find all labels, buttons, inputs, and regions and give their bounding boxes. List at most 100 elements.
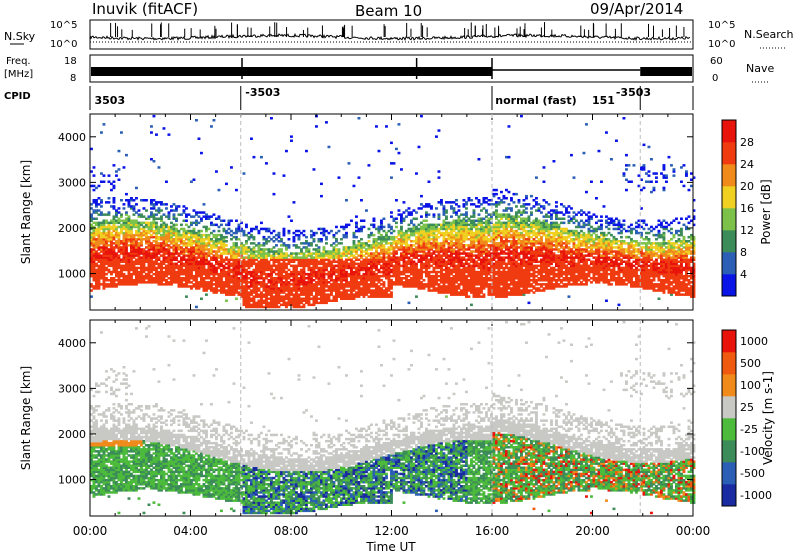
heatmap-cell [150, 227, 153, 231]
heatmap-cell [450, 231, 453, 235]
heatmap-cell [445, 281, 448, 284]
heatmap-cell [235, 283, 238, 286]
heatmap-cell [227, 289, 231, 292]
heatmap-cell [147, 266, 151, 270]
heatmap-cell [305, 149, 308, 153]
heatmap-cell [390, 248, 393, 251]
heatmap-cell [347, 266, 351, 270]
heatmap-cell [325, 235, 328, 239]
heatmap-cell [455, 240, 458, 243]
heatmap-cell [435, 207, 438, 210]
heatmap-cell [432, 252, 436, 255]
heatmap-cell [222, 291, 226, 294]
heatmap-cell [322, 252, 326, 255]
heatmap-cell [172, 272, 176, 276]
heatmap-cell [367, 260, 371, 263]
heatmap-cell [392, 162, 396, 165]
heatmap-cell [390, 231, 393, 235]
heatmap-cell [492, 211, 496, 214]
heatmap-cell [197, 235, 201, 239]
heatmap-cell [115, 213, 118, 216]
heatmap-cell [177, 266, 181, 270]
heatmap-cell [167, 244, 171, 247]
heatmap-cell [117, 256, 121, 259]
heatmap-cell [467, 217, 471, 220]
heatmap-cell [127, 217, 131, 220]
heatmap-cell [302, 268, 306, 272]
heatmap-cell [107, 285, 111, 288]
heatmap-cell [220, 244, 223, 247]
heatmap-cell [122, 238, 126, 241]
heatmap-cell [187, 229, 191, 233]
heatmap-cell [432, 268, 436, 272]
heatmap-cell [340, 260, 343, 263]
heatmap-cell [295, 299, 298, 302]
heatmap-cell [160, 244, 163, 247]
heatmap-cell [447, 272, 451, 276]
heatmap-cell [200, 262, 203, 266]
heatmap-cell [155, 233, 158, 237]
heatmap-cell [197, 270, 201, 274]
heatmap-cell [207, 254, 211, 257]
heatmap-cell [112, 197, 116, 200]
heatmap-cell [170, 242, 173, 245]
heatmap-cell [430, 285, 433, 288]
heatmap-cell [307, 248, 311, 251]
heatmap-cell [465, 270, 468, 274]
heatmap-cell [197, 260, 201, 263]
heatmap-cell [112, 279, 116, 282]
heatmap-cell [420, 114, 423, 118]
heatmap-cell [397, 246, 401, 249]
heatmap-cell [367, 246, 371, 249]
heatmap-cell [195, 287, 198, 290]
heatmap-cell [157, 248, 161, 251]
heatmap-cell [152, 235, 156, 239]
heatmap-cell [155, 252, 158, 255]
heatmap-cell [237, 262, 241, 266]
heatmap-cell [257, 244, 261, 247]
heatmap-cell [447, 266, 451, 270]
heatmap-cell [295, 252, 298, 255]
heatmap-cell [185, 272, 188, 276]
heatmap-cell [277, 287, 281, 290]
heatmap-cell [457, 221, 461, 225]
heatmap-cell [452, 248, 456, 251]
heatmap-cell [267, 272, 271, 276]
heatmap-cell [422, 248, 426, 251]
heatmap-cell [327, 258, 331, 261]
heatmap-cell [420, 242, 423, 245]
heatmap-cell [377, 242, 381, 245]
heatmap-cell [305, 287, 308, 290]
heatmap-cell [210, 264, 213, 268]
heatmap-cell [345, 289, 348, 292]
heatmap-cell [450, 240, 453, 243]
heatmap-cell [122, 233, 126, 237]
heatmap-cell [160, 279, 163, 282]
heatmap-cell [327, 231, 331, 235]
heatmap-cell [227, 260, 231, 263]
heatmap-cell [172, 203, 176, 206]
heatmap-cell [212, 291, 216, 294]
heatmap-cell [422, 246, 426, 249]
heatmap-cell [180, 250, 183, 253]
heatmap-cell [240, 283, 243, 286]
heatmap-cell [475, 270, 478, 274]
heatmap-cell [282, 299, 286, 302]
heatmap-cell [285, 244, 288, 247]
heatmap-cell [345, 258, 348, 261]
heatmap-cell [112, 219, 116, 222]
heatmap-cell [355, 281, 358, 284]
heatmap-cell [92, 246, 96, 249]
heatmap-cell [177, 231, 181, 235]
heatmap-cell [455, 246, 458, 249]
heatmap-cell [92, 250, 96, 253]
heatmap-cell [132, 283, 136, 286]
heatmap-cell [435, 235, 438, 239]
heatmap-cell [277, 281, 281, 284]
heatmap-cell [260, 254, 263, 257]
heatmap-cell [102, 235, 106, 239]
heatmap-cell [380, 227, 383, 231]
heatmap-cell [405, 248, 408, 251]
heatmap-cell [277, 254, 281, 257]
heatmap-cell [145, 229, 148, 233]
